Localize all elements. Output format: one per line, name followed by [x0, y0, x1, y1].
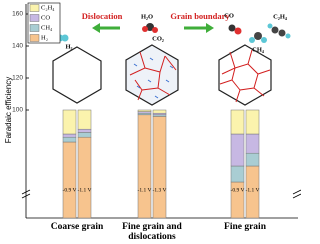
y-axis-label: Faradaic efficiency — [4, 77, 13, 144]
fine-grain-dislocation-diagram — [125, 44, 179, 106]
legend-label: CO — [41, 14, 50, 21]
bar-segment — [62, 136, 77, 143]
chart: Dislocation Grain boundary H₂O CO₂ H₂ CO… — [4, 2, 301, 219]
bar-label: -0.9 V — [231, 187, 245, 193]
bar-segment — [62, 133, 77, 138]
bar-segment — [245, 133, 260, 154]
bar-label: -1.3 V — [153, 187, 167, 193]
molecules — [56, 23, 291, 43]
bar-segment — [137, 109, 152, 112]
bar-segment — [152, 116, 167, 219]
arrow-head — [92, 23, 100, 33]
bar-label: -1.1 V — [78, 187, 92, 193]
legend-swatch — [29, 4, 40, 12]
molecule-label: CO₂ — [152, 35, 164, 42]
annotation: Dislocation — [82, 11, 123, 21]
molecule-label: H₂ — [65, 43, 72, 50]
legend-swatch — [29, 34, 40, 42]
bar-segment — [62, 141, 77, 219]
legend-swatch — [29, 24, 40, 32]
bar-segment — [77, 128, 92, 133]
y-tick-label: 140 — [12, 43, 23, 50]
legend: C₂H₄ CO CH₄ H₂ — [27, 2, 61, 44]
legend-label: C₂H₄ — [41, 4, 55, 11]
bar-segment — [230, 165, 245, 183]
bar-segment — [77, 109, 92, 130]
bar-label: -0.9 V — [63, 187, 77, 193]
molecule-label: CO — [224, 12, 234, 19]
molecule-label: H₂O — [141, 13, 153, 20]
molecule-label: CH₄ — [252, 46, 264, 53]
legend-label: H₂ — [41, 34, 48, 41]
axis-break — [21, 189, 301, 199]
bar-segment — [62, 109, 77, 135]
fine-grain-diagram — [218, 44, 272, 106]
bar-label: -1.1 V — [138, 187, 152, 193]
group-label: Fine grain and dislocations — [122, 222, 182, 242]
bar-segment — [245, 109, 260, 135]
coarse-grain-diagram — [52, 46, 102, 104]
figure: Dislocation Grain boundary H₂O CO₂ H₂ CO… — [4, 2, 301, 242]
y-tick-label: 100 — [12, 107, 23, 114]
bar-label: -1.1 V — [246, 187, 260, 193]
annotation: Grain boundary — [170, 11, 230, 21]
bar-segment — [245, 152, 260, 167]
legend-swatch — [29, 14, 40, 22]
y-tick-label: 120 — [12, 75, 23, 82]
bar-segment — [230, 109, 245, 135]
bar-segment — [152, 109, 167, 114]
molecule-label: C₂H₄ — [273, 13, 287, 20]
group-label: Coarse grain — [50, 222, 104, 232]
y-tick-label: 160 — [12, 11, 23, 18]
legend-label: CH₄ — [41, 24, 53, 31]
bar-segment — [77, 136, 92, 219]
bar-segment — [230, 133, 245, 167]
group-label: Fine grain — [224, 222, 266, 232]
bar-segment — [137, 114, 152, 219]
bar-segment — [77, 132, 92, 138]
arrow-head — [206, 23, 214, 33]
